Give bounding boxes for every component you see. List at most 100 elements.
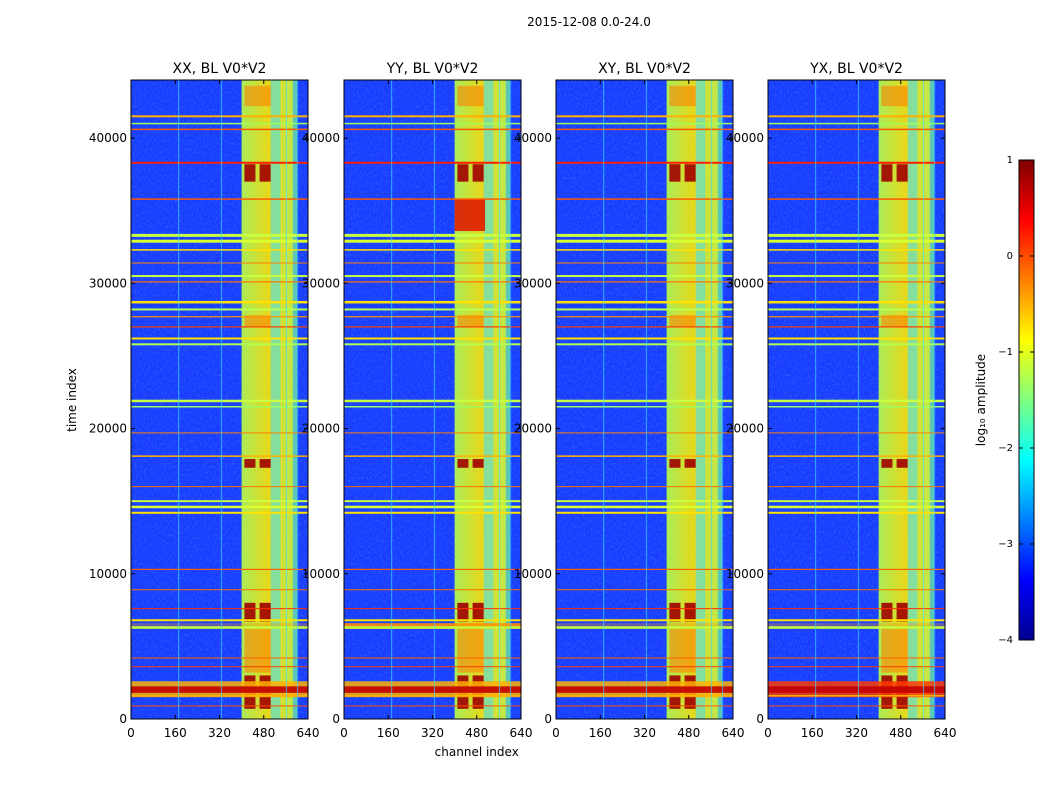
y-tick-label: 40000 [514, 131, 552, 145]
rfi-time-line [131, 308, 308, 311]
high-amplitude-block [684, 459, 696, 468]
rfi-time-line [768, 343, 945, 346]
rfi-time-line [556, 695, 733, 697]
rfi-time-line [131, 300, 308, 304]
band-gap [907, 80, 918, 719]
rfi-time-line [131, 486, 308, 488]
rfi-time-line [131, 568, 308, 571]
y-tick-label: 10000 [514, 567, 552, 581]
rfi-time-line [131, 122, 308, 125]
panel-title: YX, BL V0*V2 [809, 61, 903, 77]
rfi-time-line [131, 589, 308, 591]
rfi-time-line [768, 161, 945, 164]
mid-amplitude-block [457, 315, 484, 327]
x-tick-label: 480 [252, 726, 275, 740]
rfi-channel-line [721, 80, 724, 719]
rfi-time-line [556, 308, 733, 311]
high-amplitude-block [669, 164, 681, 182]
x-tick-label: 0 [764, 726, 772, 740]
rfi-channel-line [498, 80, 501, 719]
rfi-time-line [768, 626, 945, 629]
y-tick-label: 10000 [89, 567, 127, 581]
x-axis-label: channel index [435, 745, 519, 759]
rfi-time-line [556, 198, 733, 200]
mid-amplitude-block [669, 627, 696, 673]
rfi-time-line [131, 695, 308, 697]
mid-amplitude-block [669, 85, 696, 107]
broadband-stripe-core [131, 686, 308, 693]
rfi-time-line [556, 486, 733, 488]
rfi-time-line [556, 432, 733, 434]
x-tick-label: 160 [164, 726, 187, 740]
rfi-time-line [131, 406, 308, 408]
broadband-stripe-core [556, 686, 733, 693]
high-amplitude-block [881, 164, 893, 182]
rfi-time-line [556, 511, 733, 514]
rfi-channel-line [815, 80, 817, 719]
rfi-time-line [131, 455, 308, 457]
rfi-time-line [344, 233, 521, 237]
high-amplitude-block [669, 602, 681, 622]
colorbar-tick-label: 0 [1007, 251, 1013, 262]
colorbar: 1 0 −1 −2 −3 −4 log₁₀ amplitude [974, 155, 1035, 646]
rfi-time-line [344, 455, 521, 457]
rfi-time-line [556, 505, 733, 509]
x-tick-label: 160 [589, 726, 612, 740]
high-amplitude-block [457, 602, 469, 622]
high-amplitude-block [244, 459, 256, 468]
rfi-time-line [344, 275, 521, 278]
high-amplitude-block [457, 459, 469, 468]
rfi-time-line [344, 705, 521, 707]
rfi-time-line [344, 695, 521, 697]
mid-amplitude-block [881, 627, 908, 673]
rfi-time-line [768, 198, 945, 200]
rfi-time-line [344, 115, 521, 118]
rfi-channel-line [922, 80, 925, 719]
colorbar-gradient [1018, 159, 1035, 641]
rfi-time-line [131, 619, 308, 622]
x-tick-label: 640 [934, 726, 957, 740]
rfi-channel-line [220, 80, 223, 719]
x-tick-label: 320 [208, 726, 231, 740]
colorbar-tick-label: 1 [1007, 155, 1013, 166]
broadband-stripe-core [768, 686, 945, 693]
y-tick-label: 30000 [89, 276, 127, 290]
band-gap [270, 80, 281, 719]
rfi-time-line [344, 316, 521, 318]
rfi-time-line [344, 608, 521, 610]
high-amplitude-block [896, 459, 908, 468]
high-amplitude-block [684, 602, 696, 622]
rfi-time-line [131, 198, 308, 200]
rfi-time-line [344, 505, 521, 509]
high-amplitude-block [684, 164, 696, 182]
y-tick-label: 40000 [302, 131, 340, 145]
y-tick-label: 20000 [726, 422, 764, 436]
mid-amplitude-block [244, 85, 271, 107]
rfi-time-line [131, 657, 308, 659]
rfi-time-line [768, 308, 945, 311]
rfi-channel-line [178, 80, 180, 719]
heatmap-panel: 0 160 320 480 640 0 10000 20000 30000 40000 XY, BL… [514, 61, 745, 740]
colorbar-tick-label: −2 [998, 443, 1013, 454]
rfi-time-line [768, 128, 945, 131]
rfi-time-line [556, 619, 733, 622]
rfi-time-line [556, 122, 733, 125]
rfi-time-line [556, 608, 733, 610]
y-tick-label: 10000 [726, 567, 764, 581]
y-tick-label: 0 [119, 712, 127, 726]
rfi-time-line [131, 239, 308, 243]
broadband-stripe [768, 623, 945, 629]
x-tick-label: 480 [465, 726, 488, 740]
rfi-time-line [131, 161, 308, 164]
rfi-channel-line [645, 80, 648, 719]
rfi-time-line [131, 343, 308, 346]
rfi-time-line [131, 511, 308, 514]
rfi-time-line [556, 343, 733, 346]
x-tick-label: 320 [633, 726, 656, 740]
rfi-time-line [768, 657, 945, 659]
heatmap-panel: 0 160 320 480 640 0 10000 20000 30000 40000 YY, BL… [302, 61, 533, 759]
rfi-time-line [131, 262, 308, 264]
rfi-time-line [344, 589, 521, 591]
mid-amplitude-block [457, 627, 484, 673]
